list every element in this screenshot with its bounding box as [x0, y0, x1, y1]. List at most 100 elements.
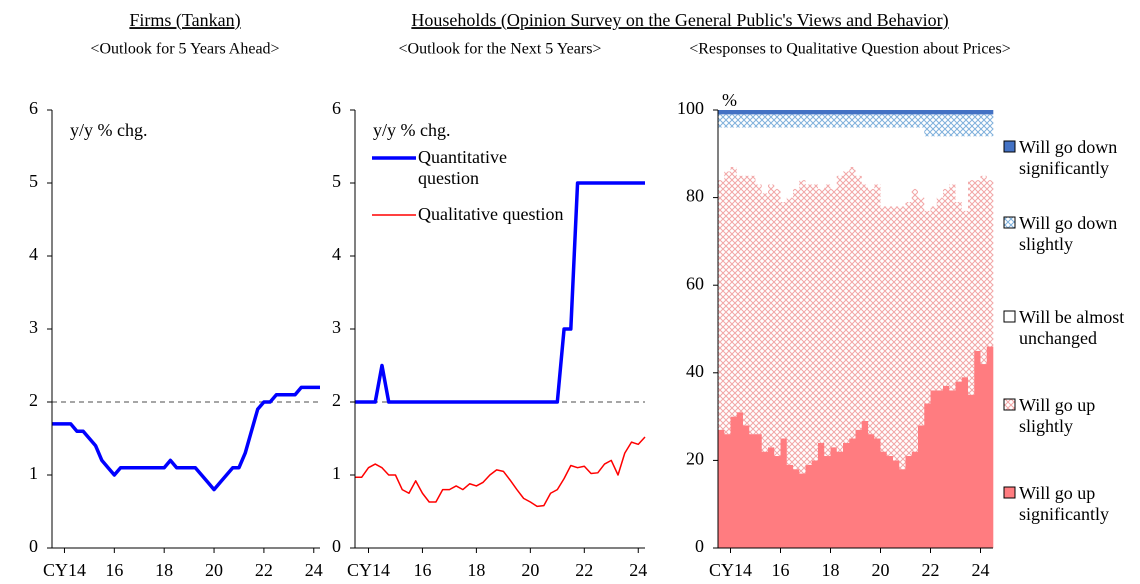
bar-segment: [830, 127, 838, 189]
bar-segment: [743, 127, 750, 176]
bar-segment: [818, 127, 825, 189]
x-tick-label: 20: [205, 560, 223, 580]
bar-segment: [849, 127, 856, 167]
bar-segment: [961, 210, 969, 378]
bar-segment: [736, 110, 744, 115]
y-tick-label: 80: [686, 186, 704, 206]
bar-segment: [836, 110, 844, 115]
legend-swatch: [1003, 310, 1016, 323]
bar-segment: [849, 114, 856, 128]
x-tick-label: 22: [922, 560, 940, 580]
y-tick-label: 4: [29, 244, 38, 264]
y-tick-label: 0: [332, 536, 341, 556]
bar-segment: [824, 456, 831, 548]
legend-label: Quantitative question: [418, 147, 507, 188]
bar-segment: [974, 110, 981, 115]
bar-segment: [755, 114, 763, 128]
bar-segment: [868, 127, 875, 189]
bar-segment: [830, 110, 838, 115]
y-tick-label: 6: [29, 98, 38, 118]
x-tick-label: CY14: [709, 560, 752, 580]
y-tick-label: 3: [332, 317, 341, 337]
bar-segment: [986, 114, 994, 137]
bar-segment: [799, 114, 806, 128]
bar-segment: [793, 127, 800, 189]
bar-segment: [924, 114, 931, 137]
bar-segment: [855, 110, 863, 115]
bar-segment: [961, 377, 969, 548]
bar-segment: [724, 110, 731, 115]
y-tick-label: 40: [686, 361, 704, 381]
x-tick-label: 22: [575, 560, 593, 580]
bar-segment: [905, 114, 913, 128]
bar-segment: [893, 110, 900, 115]
bar-segment: [961, 114, 969, 137]
bar-segment: [968, 180, 975, 395]
bar-segment: [824, 114, 831, 128]
bar-segment: [924, 110, 931, 115]
bar-segment: [943, 385, 950, 548]
bar-segment: [768, 127, 775, 185]
x-tick-label: CY14: [43, 560, 86, 580]
bar-segment: [811, 110, 819, 115]
bar-segment: [780, 110, 788, 115]
bar-segment: [743, 425, 750, 548]
bar-segment: [943, 136, 950, 189]
bar-segment: [861, 114, 869, 128]
bar-segment: [836, 114, 844, 128]
bar-segment: [918, 114, 925, 128]
bar-segment: [811, 127, 819, 185]
bar-segment: [880, 206, 888, 452]
bar-segment: [936, 136, 944, 198]
bar-segment: [805, 127, 813, 185]
bar-segment: [793, 188, 800, 470]
bar-segment: [849, 110, 856, 115]
bar-segment: [805, 110, 813, 115]
legend-label: Will go up significantly: [1019, 483, 1109, 524]
bar-segment: [855, 175, 863, 430]
bar-segment: [936, 390, 944, 548]
x-tick-label: 16: [413, 560, 431, 580]
panel-subtitle: <Outlook for the Next 5 Years>: [399, 41, 602, 58]
bar-segment: [930, 206, 938, 391]
bar-segment: [818, 442, 825, 548]
bar-segment: [743, 110, 750, 115]
y-tick-label: 4: [332, 244, 341, 264]
bar-segment: [874, 127, 881, 185]
bar-segment: [974, 350, 981, 548]
bar-segment: [730, 127, 738, 167]
x-tick-label: 16: [105, 560, 123, 580]
bar-segment: [886, 127, 894, 207]
bar-segment: [961, 136, 969, 211]
bar-segment: [880, 110, 888, 115]
bar-segment: [755, 434, 763, 548]
bar-segment: [905, 456, 913, 548]
x-tick-label: 24: [629, 560, 647, 580]
x-tick-label: 18: [822, 560, 840, 580]
bar-segment: [730, 114, 738, 128]
bar-segment: [899, 127, 906, 207]
bar-segment: [880, 127, 888, 207]
bar-segment: [861, 110, 869, 115]
bar-segment: [793, 114, 800, 128]
bar-segment: [730, 166, 738, 417]
bar-segment: [718, 114, 725, 128]
bar-segment: [805, 184, 813, 465]
bar-segment: [986, 180, 994, 347]
bar-segment: [799, 110, 806, 115]
bar-segment: [968, 110, 975, 115]
y-tick-label: 0: [29, 536, 38, 556]
panel-subtitle: <Responses to Qualitative Question about…: [689, 41, 1011, 58]
bar-segment: [911, 451, 919, 548]
bar-segment: [943, 110, 950, 115]
bar-segment: [855, 114, 863, 128]
x-tick-label: 24: [305, 560, 323, 580]
bar-segment: [974, 114, 981, 137]
bar-segment: [918, 110, 925, 115]
panel-subtitle: <Outlook for 5 Years Ahead>: [90, 41, 279, 58]
bar-segment: [780, 127, 788, 202]
bar-segment: [905, 127, 913, 202]
bar-segment: [936, 110, 944, 115]
